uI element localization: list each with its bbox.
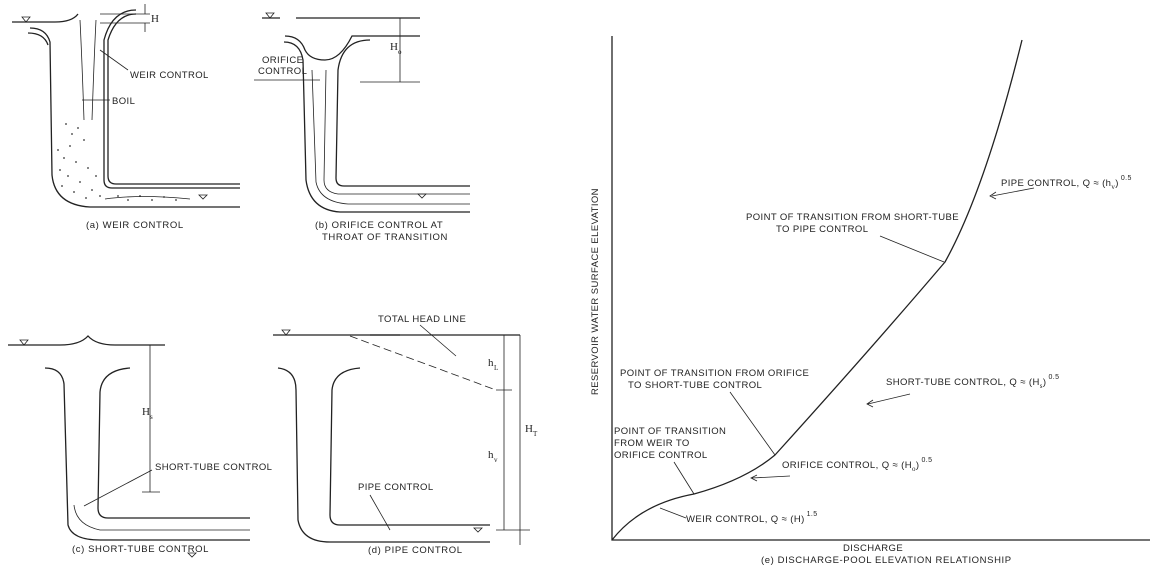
weir-control-label: WEIR CONTROL (130, 70, 209, 81)
total-head-label: TOTAL HEAD LINE (378, 314, 466, 325)
rating-curve (611, 39, 1023, 541)
short-tube-leader (83, 469, 153, 507)
orifice-label-line2: CONTROL (258, 66, 307, 77)
panel-e-rating-curve: RESERVOIR WATER SURFACE ELEVATION DISCHA… (590, 36, 1150, 566)
caption-b-line1: (b) ORIFICE CONTROL AT (315, 220, 443, 231)
weir-leader (99, 49, 129, 71)
orifice-control-arrow (750, 474, 791, 482)
caption-d: (d) PIPE CONTROL (368, 545, 463, 556)
transition-weir-or-line2: FROM WEIR TO (614, 438, 690, 449)
panel-c-short-tube: H s SHORT-TUBE CONTROL (c) SHORT-TUBE CO… (8, 335, 272, 558)
shaft-inner-wall-2 (107, 13, 240, 185)
transition-or-st-leader (729, 391, 776, 456)
weir-control-annotation: WEIR CONTROL, Q ≈ (H) 1.5 (686, 511, 818, 525)
head-sub: o (398, 48, 402, 56)
nappe-left (79, 19, 85, 121)
boil-stipple (57, 123, 177, 201)
head-dimension (142, 345, 160, 493)
conduit-outer-wall (44, 367, 250, 541)
tailwater-symbol (417, 193, 427, 199)
tailwater-symbol (198, 194, 208, 200)
jet-left (73, 504, 250, 531)
orifice-control-annotation: ORIFICE CONTROL, Q ≈ (Ho) 0.5 (782, 457, 932, 473)
panel-b-orifice-control: H o ORIFICE CONTROL (b) ORIFICE CONTROL … (254, 12, 470, 243)
pipe-control-annotation: PIPE CONTROL, Q ≈ (hv) 0.5 (1001, 175, 1132, 191)
jet-left (311, 69, 470, 205)
tailwater-symbol (473, 527, 483, 533)
hl-sub: L (494, 364, 498, 372)
thl-leader (419, 324, 457, 357)
head-dimension (100, 4, 150, 32)
weir-control-leader (659, 507, 687, 519)
total-head-line (349, 335, 497, 391)
jet-right (323, 69, 470, 195)
pipe-control-label: PIPE CONTROL (358, 482, 434, 493)
transition-st-pipe-line2: TO PIPE CONTROL (776, 224, 868, 235)
shaft-inner-wall (329, 367, 490, 526)
head-dims (496, 335, 530, 531)
transition-weir-or-line3: ORIFICE CONTROL (614, 450, 708, 461)
pipe-control-arrow (989, 187, 1035, 200)
panel-d-pipe-control: TOTAL HEAD LINE h L h v H T PIPE CONTROL… (273, 314, 538, 556)
caption-e: (e) DISCHARGE-POOL ELEVATION RELATIONSHI… (761, 555, 1012, 566)
hv-label: h (488, 449, 494, 461)
nappe-right (91, 19, 97, 121)
pipe-leader (369, 494, 391, 531)
drawdown-surface (284, 35, 420, 61)
water-level-symbol (19, 339, 29, 346)
orifice-label-line1: ORIFICE (262, 55, 303, 66)
caption-b-line2: THROAT OF TRANSITION (322, 232, 448, 243)
water-surface (12, 13, 79, 23)
ht-sub: T (533, 430, 538, 438)
shaft-inner-wall (103, 9, 240, 189)
ht-label: H (525, 423, 533, 435)
conduit-outer-wall (29, 27, 240, 208)
shaft-inner-wall (335, 39, 470, 187)
transition-st-pipe-leader (879, 235, 945, 263)
water-level-symbol (21, 16, 31, 23)
short-tube-annotation: SHORT-TUBE CONTROL, Q ≈ (Hs) 0.5 (886, 374, 1059, 390)
boil-label: BOIL (112, 96, 135, 107)
head-label: H (390, 41, 398, 53)
panel-a-weir-control: H WEIR CONTROL BOIL (a) WEIR CONTROL (12, 4, 240, 231)
head-label: H (151, 13, 159, 25)
crest-left (27, 32, 49, 46)
transition-st-pipe-line1: POINT OF TRANSITION FROM SHORT-TUBE (746, 212, 959, 223)
transition-weir-or-leader (673, 461, 695, 495)
hl-label: h (488, 357, 494, 369)
tailwater-symbol (187, 552, 197, 558)
hydraulic-jump (104, 196, 191, 200)
short-tube-arrow (866, 393, 911, 408)
head-dimension (360, 17, 420, 83)
caption-c: (c) SHORT-TUBE CONTROL (72, 544, 209, 555)
transition-weir-or-line1: POINT OF TRANSITION (614, 426, 726, 437)
reservoir-surface (8, 335, 165, 346)
water-level-symbol (265, 12, 275, 19)
y-axis-label: RESERVOIR WATER SURFACE ELEVATION (590, 188, 601, 395)
transition-or-st-line1: POINT OF TRANSITION FROM ORIFICE (620, 368, 809, 379)
caption-a: (a) WEIR CONTROL (86, 220, 184, 231)
conduit-outer-wall (277, 367, 490, 543)
x-axis-label: DISCHARGE (843, 543, 903, 554)
hv-sub: v (494, 456, 498, 464)
water-level-symbol (281, 329, 291, 336)
shaft-inner-wall (97, 367, 250, 519)
short-tube-label: SHORT-TUBE CONTROL (155, 462, 272, 473)
conduit-outer-wall (283, 41, 470, 213)
head-sub: s (150, 413, 153, 421)
head-label: H (142, 406, 150, 418)
transition-or-st-line2: TO SHORT-TUBE CONTROL (628, 380, 762, 391)
